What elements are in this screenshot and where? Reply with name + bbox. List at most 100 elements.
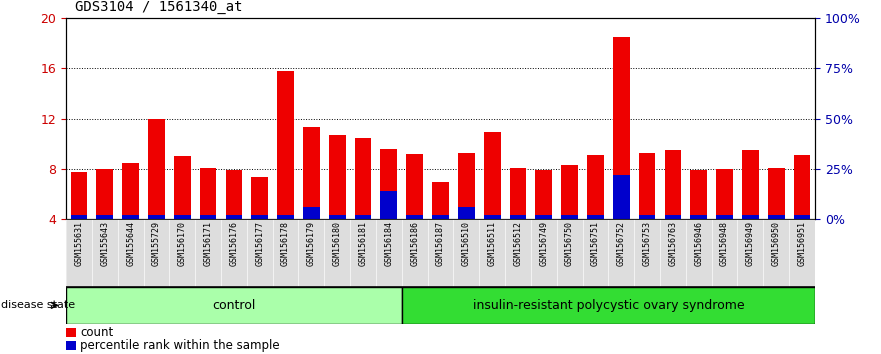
Bar: [561, 165, 578, 219]
Text: GSM156171: GSM156171: [204, 222, 212, 267]
Bar: [303, 207, 320, 219]
Bar: [613, 175, 630, 219]
Bar: [432, 216, 449, 219]
Bar: [376, 219, 402, 287]
Bar: [381, 149, 397, 219]
Bar: [691, 216, 707, 219]
Bar: [148, 119, 165, 219]
Bar: [66, 341, 76, 350]
Bar: [355, 216, 372, 219]
Text: GSM156948: GSM156948: [720, 222, 729, 267]
Bar: [174, 156, 190, 219]
Bar: [561, 216, 578, 219]
Text: insulin-resistant polycystic ovary syndrome: insulin-resistant polycystic ovary syndr…: [472, 299, 744, 312]
Text: GSM156749: GSM156749: [539, 222, 548, 267]
Bar: [122, 216, 139, 219]
Text: GSM156176: GSM156176: [229, 222, 239, 267]
Bar: [763, 219, 789, 287]
Bar: [66, 287, 402, 324]
Bar: [768, 168, 785, 219]
Bar: [582, 219, 609, 287]
Bar: [613, 36, 630, 219]
Bar: [251, 177, 268, 219]
Text: GSM156170: GSM156170: [178, 222, 187, 267]
Bar: [324, 219, 350, 287]
Bar: [536, 170, 552, 219]
Text: percentile rank within the sample: percentile rank within the sample: [80, 339, 280, 352]
Bar: [505, 219, 531, 287]
Text: GSM156949: GSM156949: [746, 222, 755, 267]
Bar: [247, 219, 272, 287]
Bar: [278, 216, 294, 219]
Bar: [509, 216, 526, 219]
Bar: [664, 150, 681, 219]
Bar: [716, 169, 733, 219]
Bar: [660, 219, 685, 287]
Text: GSM156946: GSM156946: [694, 222, 703, 267]
Bar: [200, 216, 217, 219]
Bar: [587, 155, 603, 219]
Bar: [639, 216, 655, 219]
Bar: [454, 219, 479, 287]
Bar: [737, 219, 763, 287]
Bar: [634, 219, 660, 287]
Text: GSM156510: GSM156510: [462, 222, 470, 267]
Text: GDS3104 / 1561340_at: GDS3104 / 1561340_at: [75, 0, 242, 14]
Bar: [70, 172, 87, 219]
Bar: [144, 219, 169, 287]
Bar: [350, 219, 376, 287]
Bar: [432, 182, 449, 219]
Bar: [66, 327, 76, 337]
Text: GSM156186: GSM156186: [411, 222, 419, 267]
Text: GSM155643: GSM155643: [100, 222, 109, 267]
Bar: [531, 219, 557, 287]
Bar: [794, 216, 811, 219]
Bar: [329, 216, 345, 219]
Bar: [716, 216, 733, 219]
Bar: [557, 219, 582, 287]
Bar: [303, 127, 320, 219]
Bar: [406, 216, 423, 219]
Bar: [536, 216, 552, 219]
Bar: [742, 216, 759, 219]
Bar: [712, 219, 737, 287]
Bar: [664, 216, 681, 219]
Text: count: count: [80, 326, 114, 338]
Bar: [278, 71, 294, 219]
Text: disease state: disease state: [1, 300, 75, 310]
Text: GSM155729: GSM155729: [152, 222, 161, 267]
Bar: [96, 169, 113, 219]
Bar: [639, 153, 655, 219]
Bar: [92, 219, 118, 287]
Text: GSM156750: GSM156750: [565, 222, 574, 267]
Bar: [196, 219, 221, 287]
Bar: [381, 191, 397, 219]
Text: GSM156184: GSM156184: [384, 222, 393, 267]
Bar: [221, 219, 247, 287]
Bar: [299, 219, 324, 287]
Bar: [479, 219, 505, 287]
Bar: [484, 132, 500, 219]
Text: GSM156177: GSM156177: [255, 222, 264, 267]
Bar: [70, 216, 87, 219]
Text: GSM156187: GSM156187: [436, 222, 445, 267]
Bar: [458, 153, 475, 219]
Text: GSM156763: GSM156763: [669, 222, 677, 267]
Bar: [226, 216, 242, 219]
Bar: [509, 168, 526, 219]
Bar: [427, 219, 454, 287]
Text: GSM155631: GSM155631: [75, 222, 84, 267]
Text: GSM156178: GSM156178: [281, 222, 290, 267]
Text: GSM156512: GSM156512: [514, 222, 522, 267]
Bar: [685, 219, 712, 287]
Text: control: control: [212, 299, 255, 312]
Bar: [609, 219, 634, 287]
Bar: [742, 150, 759, 219]
Bar: [174, 216, 190, 219]
Bar: [406, 154, 423, 219]
Bar: [66, 219, 92, 287]
Bar: [251, 216, 268, 219]
Text: GSM156951: GSM156951: [797, 222, 806, 267]
Text: GSM156511: GSM156511: [488, 222, 497, 267]
Bar: [96, 216, 113, 219]
